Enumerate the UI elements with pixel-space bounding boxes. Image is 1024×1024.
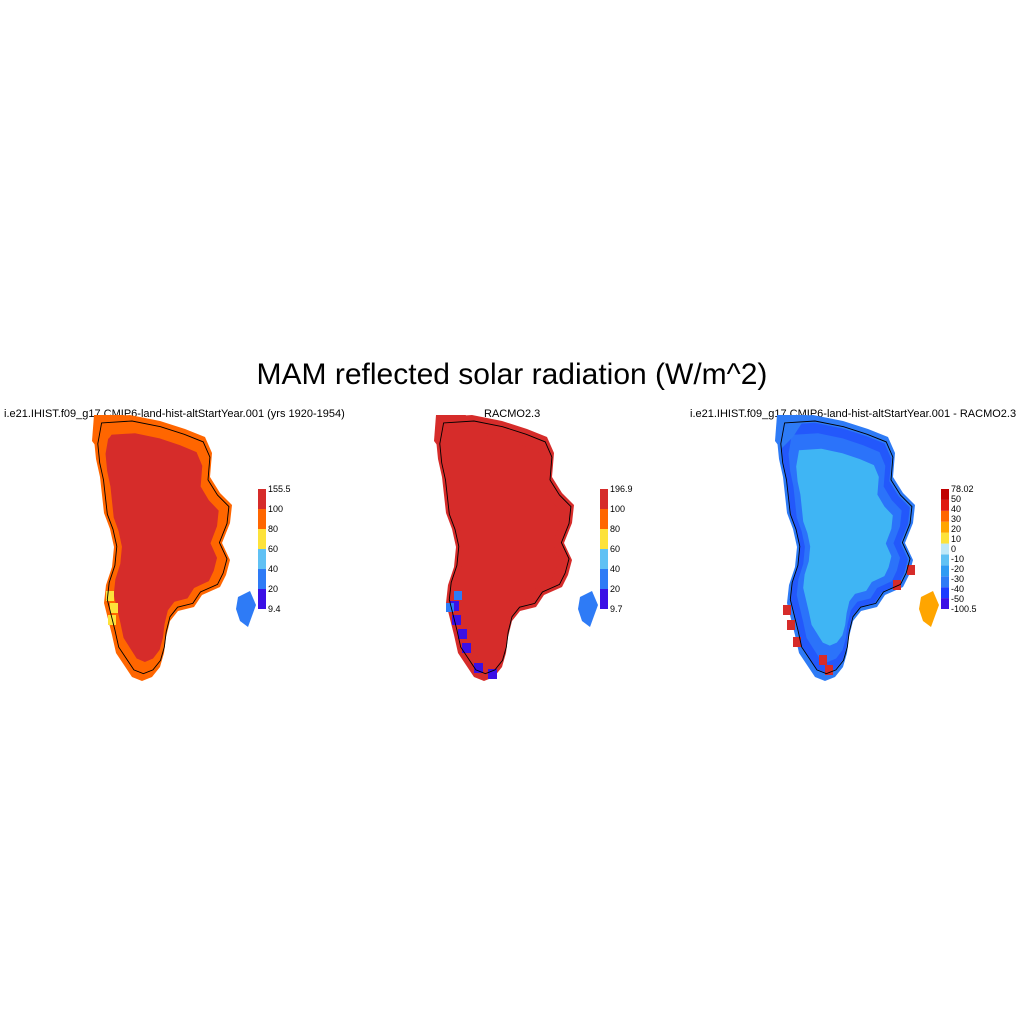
colorbar-label: 20 (610, 584, 620, 594)
colorbar-label: 100 (610, 504, 625, 514)
colorbar-swatch (600, 569, 608, 589)
colorbar-label: 60 (610, 544, 620, 554)
colorbar-swatch (941, 587, 949, 599)
colorbar-label: 9.7 (610, 604, 623, 614)
colorbar-label: 80 (268, 524, 278, 534)
colorbar-label: 80 (610, 524, 620, 534)
warm-cell (825, 665, 833, 675)
colorbar-swatch (600, 549, 608, 569)
colorbar-swatch (941, 554, 949, 566)
colorbar-swatch (941, 598, 949, 609)
low-cell (110, 603, 118, 613)
colorbar-label: 10 (951, 534, 961, 544)
low-cell (462, 643, 471, 653)
warm-cell (793, 637, 801, 647)
warm-cell (893, 580, 901, 590)
interior-field (796, 448, 893, 646)
colorbar-swatch (600, 489, 608, 509)
low-cell (458, 629, 467, 639)
colorbar-label: -30 (951, 574, 964, 584)
map-panel-reference (434, 415, 598, 681)
colorbar-label: 9.4 (268, 604, 281, 614)
island-field (434, 415, 466, 449)
colorbar-label: -10 (951, 554, 964, 564)
colorbar-label: 60 (268, 544, 278, 554)
low-cell (106, 591, 114, 601)
coastline (97, 420, 230, 675)
colorbar-label: 0 (951, 544, 956, 554)
ice-sheet-field (447, 433, 561, 662)
colorbar-swatch (941, 565, 949, 577)
colorbar-label: 50 (951, 494, 961, 504)
colorbar-reference: 196.9 100 80 60 40 20 9.7 (600, 484, 633, 614)
ice-sheet-field (105, 433, 219, 662)
colorbar-swatch (941, 489, 949, 500)
panel-2-subtitle: RACMO2.3 (484, 408, 541, 420)
colorbar-swatch (941, 499, 949, 511)
warm-cell (819, 655, 827, 665)
map-panel-difference (775, 415, 939, 681)
mid-cell (454, 591, 462, 600)
colorbar-swatch (258, 589, 266, 609)
colorbar-swatch (258, 489, 266, 509)
colorbar-label: 20 (951, 524, 961, 534)
panel-1-subtitle: i.e21.IHIST.f09_g17.CMIP6-land-hist-altS… (4, 408, 345, 420)
colorbar-swatch (258, 509, 266, 529)
colorbar-swatch (600, 509, 608, 529)
colorbar-label: 40 (610, 564, 620, 574)
island-field (236, 591, 256, 627)
map-panel-model (92, 415, 256, 681)
colorbar-label: -20 (951, 564, 964, 574)
colorbar-label: -50 (951, 594, 964, 604)
warm-cell (907, 565, 915, 575)
low-cell (488, 669, 497, 679)
panel-3-subtitle: i.e21.IHIST.f09_g17.CMIP6-land-hist-altS… (690, 408, 1017, 420)
colorbar-label: 40 (951, 504, 961, 514)
colorbar-swatch (941, 576, 949, 588)
colorbar-label: 196.9 (610, 484, 633, 494)
low-cell (452, 615, 461, 625)
colorbar-label: 30 (951, 514, 961, 524)
colorbar-label: 20 (268, 584, 278, 594)
colorbar-label: -40 (951, 584, 964, 594)
colorbar-swatch (941, 521, 949, 533)
island-field (92, 415, 124, 449)
colorbar-swatch (600, 529, 608, 549)
colorbar-model: 155.5 100 80 60 40 20 9.4 (258, 484, 291, 614)
colorbar-label: 78.02 (951, 484, 974, 494)
colorbar-swatch (600, 589, 608, 609)
coastline (780, 420, 913, 675)
warm-cell (787, 620, 795, 630)
low-cell (474, 663, 483, 673)
colorbar-label: -100.5 (951, 604, 977, 614)
colorbar-swatch (258, 549, 266, 569)
warm-cell (783, 605, 791, 615)
colorbar-label: 40 (268, 564, 278, 574)
island-field (775, 415, 807, 449)
colorbar-swatch (258, 529, 266, 549)
colorbar-swatch (941, 543, 949, 555)
colorbar-swatch (941, 532, 949, 544)
figure-title: MAM reflected solar radiation (W/m^2) (256, 358, 768, 391)
mid-cell (446, 603, 454, 612)
coastline (439, 420, 572, 675)
low-cell (450, 601, 459, 611)
colorbar-swatch (258, 569, 266, 589)
island-field (578, 591, 598, 627)
island-field (919, 591, 939, 627)
colorbar-label: 100 (268, 504, 283, 514)
colorbar-label: 155.5 (268, 484, 291, 494)
colorbar-swatch (941, 510, 949, 522)
